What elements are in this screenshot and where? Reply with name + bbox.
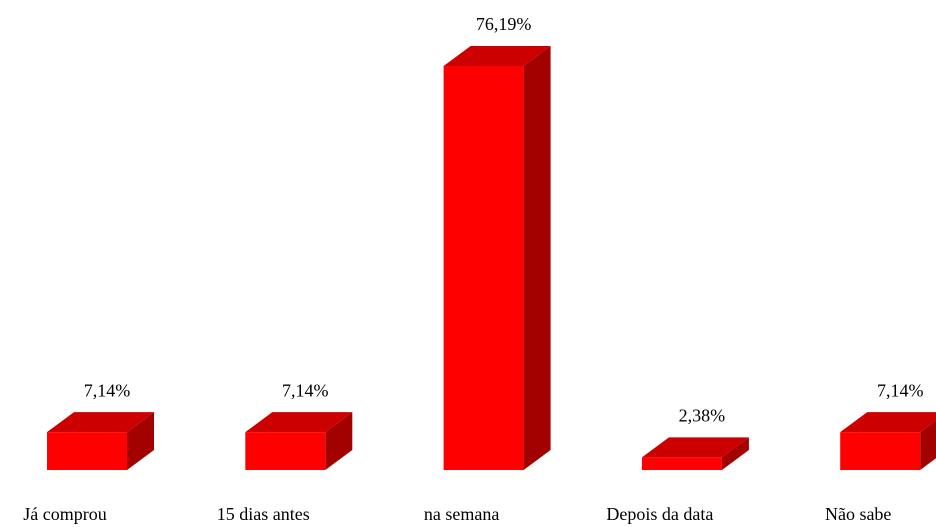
bar-front bbox=[443, 66, 524, 470]
bar bbox=[443, 46, 551, 470]
bar-top bbox=[641, 437, 749, 458]
bar-side bbox=[721, 437, 749, 470]
value-label: 7,14% bbox=[877, 380, 924, 400]
value-label: 7,14% bbox=[282, 380, 329, 400]
bar-top bbox=[47, 412, 154, 433]
bar bbox=[47, 412, 154, 470]
value-label: 76,19% bbox=[476, 14, 532, 34]
x-tick-label: 15 dias antes bbox=[217, 504, 310, 524]
x-tick-label: Já comprou bbox=[23, 504, 106, 524]
value-label: 2,38% bbox=[679, 406, 726, 426]
bar bbox=[840, 412, 936, 470]
bar-side bbox=[523, 46, 551, 470]
bar bbox=[245, 412, 353, 470]
bar-front bbox=[245, 432, 326, 470]
x-tick-label: Depois da data bbox=[606, 504, 713, 524]
value-label: 7,14% bbox=[84, 380, 131, 400]
bar-top bbox=[443, 46, 551, 66]
bar-side bbox=[920, 420, 936, 470]
bar-side bbox=[325, 412, 353, 470]
bar-top bbox=[245, 412, 353, 433]
bar-top bbox=[840, 412, 936, 433]
bar-front bbox=[47, 432, 127, 470]
bar bbox=[641, 437, 749, 470]
x-tick-label: na semana bbox=[424, 504, 499, 524]
bar-side bbox=[127, 412, 154, 470]
bar-front bbox=[641, 457, 722, 470]
bar-front bbox=[840, 432, 921, 470]
x-tick-label: Não sabe bbox=[825, 504, 891, 524]
